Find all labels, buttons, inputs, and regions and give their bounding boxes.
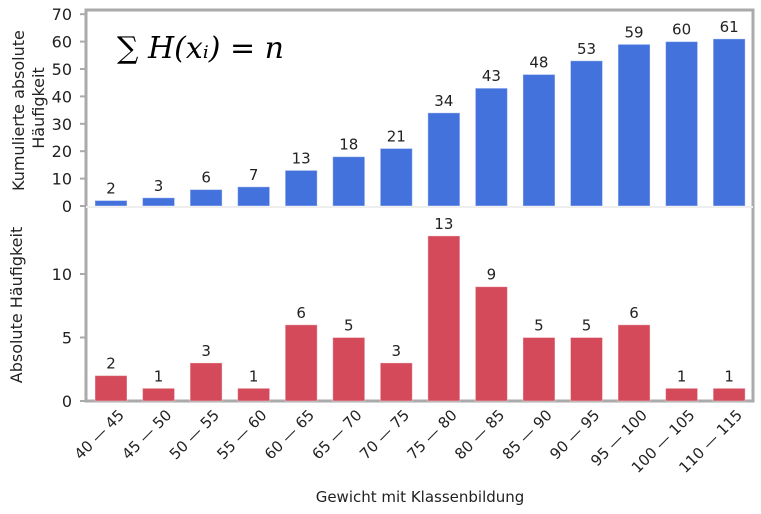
bottom-bar [332,337,366,402]
top-y-tick-label: 40 [52,87,72,106]
top-y-tick-label: 20 [52,142,72,161]
top-bar-value-label: 18 [339,136,358,154]
top-y-tick-label: 50 [52,60,72,79]
bottom-bar [665,387,699,402]
top-bar [379,147,413,207]
top-y-label-line2: Häufigkeit [29,67,48,148]
top-bar [94,200,128,207]
bottom-bar-value-label: 6 [629,304,639,322]
top-bar [522,73,556,207]
x-tick-label: 55 — 60 [213,406,270,463]
bottom-bar-value-label: 13 [434,215,453,233]
top-bar-value-label: 59 [625,23,644,41]
top-bar-value-label: 34 [434,92,453,110]
bottom-bar [570,337,603,402]
bottom-bar [522,337,556,402]
top-bar-value-label: 3 [154,177,164,195]
top-bar [189,189,223,207]
top-bar-value-label: 43 [482,67,501,85]
bottom-bar-value-label: 9 [487,266,497,284]
bottom-bar [142,387,176,402]
top-bar [570,60,603,207]
top-y-tick-label: 70 [52,5,72,24]
bottom-bar-value-label: 5 [582,317,592,335]
x-tick-label: 75 — 80 [404,406,461,463]
x-tick-label: 80 — 85 [451,406,508,463]
bottom-bar-value-label: 5 [534,317,544,335]
top-bar [332,156,366,207]
bottom-y-tick-label: 0 [62,392,72,411]
top-bar [617,43,651,207]
bottom-bar-value-label: 1 [249,367,259,385]
bottom-bar-value-label: 3 [392,342,402,360]
bottom-bar-value-label: 6 [296,304,306,322]
top-y-axis-label: Kumulierte absolute Häufigkeit [9,25,48,191]
x-tick-label: 65 — 70 [309,406,366,463]
bottom-y-tick-label: 5 [62,329,72,348]
bottom-bar-value-label: 2 [106,355,116,373]
bottom-bar-value-label: 5 [344,317,354,335]
bottom-bar [379,362,413,402]
top-bar-value-label: 21 [387,127,406,145]
x-axis-label: Gewicht mit Klassenbildung [316,488,525,506]
bottom-bar [712,387,746,402]
top-bar-value-label: 13 [292,149,311,167]
top-bar-value-label: 48 [529,53,548,71]
top-y-tick-label: 10 [52,170,72,189]
plot-frame [84,8,755,403]
top-bar-value-label: 60 [672,21,691,39]
top-bar [284,169,318,207]
bottom-bar [237,387,271,402]
top-y-tick-label: 0 [62,197,72,216]
top-bar-value-label: 7 [249,166,259,184]
bottom-bar [427,235,461,402]
bottom-bar-value-label: 1 [724,367,734,385]
bottom-y-axis-label: Absolute Häufigkeit [7,227,26,383]
x-tick-label: 70 — 75 [356,406,413,463]
top-bar [712,38,746,207]
bottom-bar [189,362,223,402]
top-bar [142,197,176,207]
bottom-bar-value-label: 1 [154,367,164,385]
x-tick-label: 50 — 55 [166,406,223,463]
x-tick-label: 60 — 65 [261,406,318,463]
bottom-bar [474,286,508,402]
top-y-tick-label: 60 [52,33,72,52]
top-y-tick-label: 30 [52,115,72,134]
bottom-y-tick-label: 10 [52,265,72,284]
bottom-bar [94,375,128,402]
bottom-bar-value-label: 1 [677,367,687,385]
top-bar [474,87,508,207]
top-bar-value-label: 53 [577,40,596,58]
x-tick-label: 45 — 50 [118,406,175,463]
top-bar [237,186,271,207]
top-bar [665,41,699,207]
top-y-label-line1: Kumulierte absolute [9,30,28,191]
formula-annotation: ∑ H(xᵢ) = n [117,31,284,66]
top-bar-value-label: 6 [201,169,211,187]
bottom-bar-value-label: 3 [201,342,211,360]
bottom-bar [284,324,318,402]
x-tick-label: 85 — 90 [499,406,556,463]
top-bar-value-label: 2 [106,180,116,198]
bottom-bar [617,324,651,402]
top-bar-value-label: 61 [720,18,739,36]
top-bar [427,112,461,207]
x-tick-label: 40 — 45 [71,406,128,463]
